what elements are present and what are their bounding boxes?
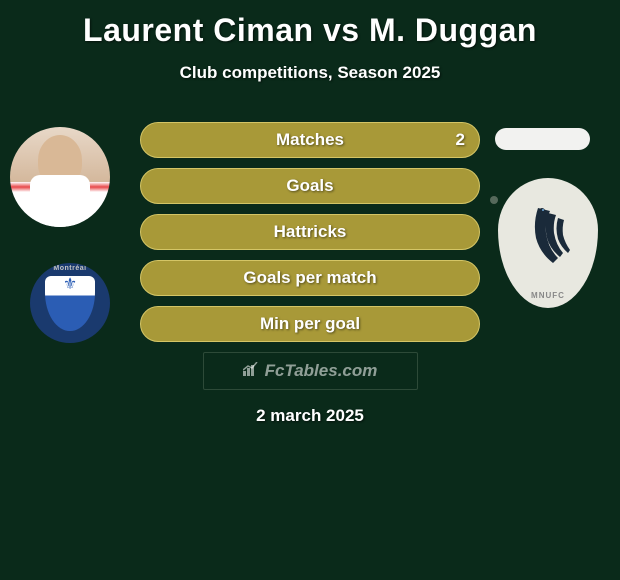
- watermark-text: FcTables.com: [265, 361, 378, 381]
- stat-row-hattricks: Hattricks: [140, 214, 480, 250]
- page-title: Laurent Ciman vs M. Duggan: [0, 0, 620, 49]
- player-left-avatar: [10, 127, 110, 227]
- stat-row-min-per-goal: Min per goal: [140, 306, 480, 342]
- shield-icon: [45, 276, 95, 331]
- stat-label: Hattricks: [274, 222, 347, 242]
- stat-label: Goals per match: [243, 268, 376, 288]
- club-right-label: MNUFC: [498, 291, 598, 300]
- stat-row-goals-per-match: Goals per match: [140, 260, 480, 296]
- stat-label: Matches: [276, 130, 344, 150]
- stat-row-matches: Matches 2: [140, 122, 480, 158]
- stat-label: Goals: [286, 176, 333, 196]
- stats-panel: Matches 2 Goals Hattricks Goals per matc…: [140, 122, 480, 426]
- stat-right-value: 2: [456, 130, 465, 150]
- club-left-label: Montréal: [30, 265, 110, 272]
- watermark-badge: FcTables.com: [203, 352, 418, 390]
- player-right-avatar: [495, 128, 590, 150]
- wing-icon: [528, 203, 588, 273]
- club-right-badge: MNUFC: [498, 178, 598, 308]
- stat-row-goals: Goals: [140, 168, 480, 204]
- stat-label: Min per goal: [260, 314, 360, 334]
- chart-icon: [243, 362, 261, 381]
- decorative-dot: [490, 196, 498, 204]
- club-left-badge: Montréal: [20, 253, 120, 353]
- subtitle: Club competitions, Season 2025: [0, 63, 620, 83]
- date-label: 2 march 2025: [140, 406, 480, 426]
